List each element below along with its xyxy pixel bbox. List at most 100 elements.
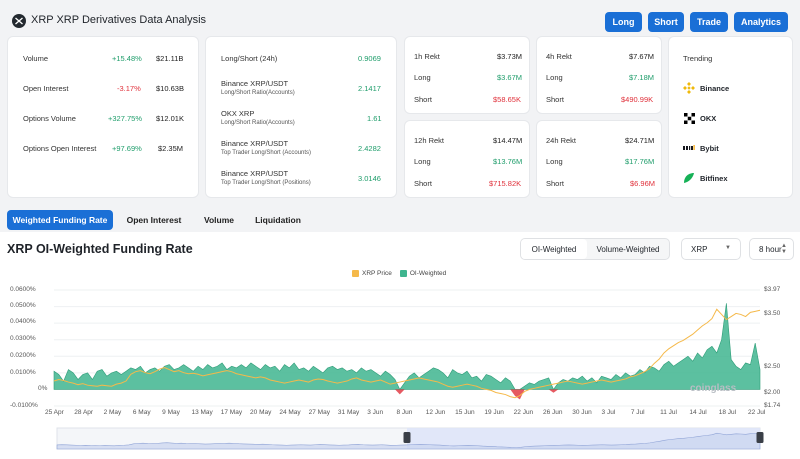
x-tick-label: 13 May — [191, 409, 213, 416]
x-tick-label: 26 Jun — [542, 409, 563, 416]
trending-item-bitfinex[interactable]: Bitfinex — [683, 172, 728, 184]
short-button[interactable]: Short — [648, 12, 684, 32]
rekt-short-value: $490.99K — [621, 95, 654, 104]
volume-weighted-option[interactable]: Volume-Weighted — [596, 244, 660, 254]
x-tick-label: 22 Jul — [748, 409, 766, 416]
rekt-period: 12h Rekt — [414, 136, 445, 145]
rekt-long-value: $17.76M — [625, 157, 655, 166]
ratio-value: 2.1417 — [358, 84, 381, 93]
long-short-card: Long/Short (24h) 0.9069 Binance XRP/USDT… — [205, 36, 397, 198]
x-tick-label: 11 Jul — [660, 409, 677, 416]
rekt-total: $7.67M — [629, 52, 655, 61]
open-interest-change: -3.17% — [117, 84, 141, 93]
options-volume-value: $12.01K — [156, 114, 184, 123]
x-tick-label: 19 Jun — [484, 409, 504, 416]
funding-chart-panel: XRP OI-Weighted Funding Rate OI-Weighted… — [0, 232, 800, 459]
tab-volume[interactable]: Volume — [203, 215, 235, 225]
binance-icon — [683, 82, 695, 94]
volume-change: +15.48% — [112, 54, 142, 63]
tab-liquidation[interactable]: Liquidation — [255, 215, 301, 225]
legend-label: OI-Weighted — [409, 270, 447, 277]
y-right-tick: $2.50 — [764, 363, 781, 370]
y-left-tick: -0.0100% — [10, 402, 38, 409]
oi-weighted-area-positive[interactable] — [53, 303, 761, 391]
ratio-label: Long/Short (24h) — [221, 54, 278, 63]
ratio-value: 0.9069 — [358, 54, 381, 63]
ratio-sublabel: Long/Short Ratio(Accounts) — [221, 120, 295, 126]
y-left-tick: 0.0500% — [10, 302, 36, 309]
range-handle-right[interactable] — [756, 432, 764, 443]
x-tick-label: 18 Jul — [718, 409, 737, 416]
okx-icon — [683, 112, 695, 124]
trade-button[interactable]: Trade — [690, 12, 728, 32]
oi-weighted-area-negative[interactable] — [54, 389, 760, 400]
trending-title: Trending — [683, 54, 713, 63]
page-title: XRP XRP Derivatives Data Analysis — [31, 14, 207, 26]
rekt-long-label: Long — [546, 73, 563, 82]
rekt-12h-card: 12h Rekt $14.47M Long $13.76M Short $715… — [404, 120, 530, 198]
ratio-value: 1.61 — [367, 114, 382, 123]
rekt-short-label: Short — [546, 179, 564, 188]
x-tick-label: 7 Jul — [630, 409, 645, 416]
tab-open-interest[interactable]: Open Interest — [126, 215, 182, 225]
trending-item-label: OKX — [700, 113, 717, 123]
volume-value: $21.11B — [156, 54, 184, 63]
x-tick-label: 15 Jun — [455, 409, 475, 416]
analytics-button[interactable]: Analytics — [734, 12, 788, 32]
legend-swatch — [399, 270, 407, 277]
ratio-label: Binance XRP/USDT — [221, 79, 289, 88]
rekt-period: 24h Rekt — [546, 136, 577, 145]
x-tick-label: 9 May — [162, 409, 180, 416]
ratio-label: Binance XRP/USDT — [221, 169, 289, 178]
options-oi-value: $2.35M — [158, 144, 184, 153]
chart-title: XRP OI-Weighted Funding Rate — [7, 242, 193, 256]
rekt-total: $3.73M — [497, 52, 523, 61]
x-tick-label: 3 Jun — [367, 409, 384, 416]
x-tick-label: 22 Jun — [513, 409, 534, 416]
rekt-total: $24.71M — [625, 136, 655, 145]
range-handle-left[interactable] — [403, 432, 411, 443]
tab-weighted-funding-rate[interactable]: Weighted Funding Rate — [7, 210, 113, 230]
rekt-short-label: Short — [414, 179, 432, 188]
symbol-select-value: XRP — [691, 244, 708, 254]
open-interest-value: $10.63B — [156, 84, 184, 93]
rekt-1h-card: 1h Rekt $3.73M Long $3.67M Short $58.65K — [404, 36, 530, 114]
trending-item-bybit[interactable]: Bybit — [683, 142, 719, 154]
options-oi-label: Options Open Interest — [23, 144, 97, 153]
trending-item-binance[interactable]: Binance — [683, 82, 729, 94]
trending-card: Trending Binance OKX Bybit Bitfinex — [668, 36, 793, 198]
ratio-sublabel: Top Trader Long/Short (Accounts) — [221, 150, 312, 156]
trending-item-label: Bybit — [700, 143, 719, 153]
y-left-tick: 0.0600% — [10, 286, 36, 293]
chevron-down-icon: ▼ — [725, 245, 731, 251]
legend-label: XRP Price — [362, 270, 392, 277]
trending-item-okx[interactable]: OKX — [683, 112, 716, 124]
x-tick-label: 17 May — [220, 409, 243, 416]
oi-weighted-option[interactable]: OI-Weighted — [521, 239, 587, 259]
legend-swatch — [352, 270, 359, 277]
ratio-label: Binance XRP/USDT — [221, 139, 289, 148]
x-tick-label: 25 Apr — [45, 409, 64, 416]
x-tick-label: 12 Jun — [425, 409, 446, 416]
y-left-tick: 0.0100% — [10, 369, 36, 376]
symbol-select[interactable]: XRP ▼ — [681, 238, 741, 260]
y-right-tick: $3.97 — [764, 286, 781, 293]
legend-item-oi[interactable]: OI-Weighted — [399, 270, 447, 277]
bitfinex-icon — [683, 172, 695, 184]
volume-label: Volume — [23, 54, 49, 63]
ratio-value: 3.0146 — [358, 174, 381, 183]
y-left-tick: 0% — [38, 385, 48, 392]
navigator-price-area — [56, 432, 761, 450]
interval-select[interactable]: 8 hour ▲ ▼ — [749, 238, 794, 260]
long-button[interactable]: Long — [605, 12, 642, 32]
ratio-value: 2.4282 — [358, 144, 381, 153]
rekt-short-value: $6.96M — [630, 179, 656, 188]
x-tick-label: 28 Apr — [74, 409, 94, 416]
open-interest-label: Open Interest — [23, 84, 69, 93]
rekt-short-label: Short — [546, 95, 564, 104]
legend-item-price[interactable]: XRP Price — [352, 270, 392, 277]
bybit-icon — [683, 142, 695, 154]
rekt-short-value: $715.82K — [489, 179, 522, 188]
xrp-price-line[interactable] — [53, 308, 761, 399]
